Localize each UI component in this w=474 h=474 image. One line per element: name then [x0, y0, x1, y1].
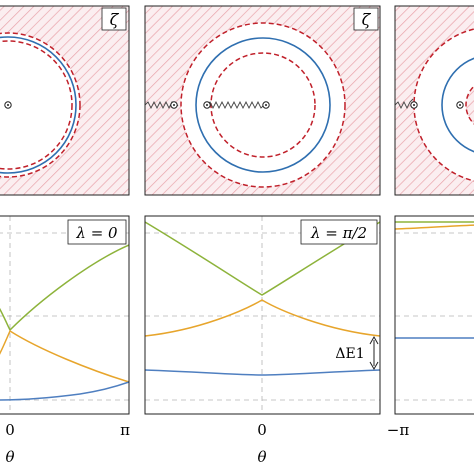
gap-arrow-head-top	[369, 335, 379, 345]
series-line	[145, 369, 380, 376]
branch-point-dot	[459, 104, 461, 106]
red-dashed-circle-inner	[465, 85, 474, 125]
panel-label-box	[353, 7, 379, 31]
red-dashed-circle-outer	[180, 22, 346, 188]
axes-frame	[144, 215, 381, 415]
blue-circle	[441, 57, 474, 153]
blue-circle	[0, 36, 77, 174]
legend-box	[300, 219, 378, 245]
panel-label: ζ	[110, 10, 120, 29]
branch-point-dot	[173, 104, 175, 106]
x-tick-label: 0	[5, 421, 15, 439]
axes-frame	[0, 215, 130, 415]
top-panel-1: ζ	[0, 5, 130, 196]
top-panel-2: ζ	[144, 5, 381, 196]
gap-annotation: ΔE1	[335, 346, 364, 362]
legend-label: λ = π/2	[310, 224, 367, 242]
x-axis-label: θ	[257, 448, 266, 466]
x-tick-label: 0	[257, 421, 267, 439]
top-panel-3	[394, 5, 474, 196]
branch-point-dot	[7, 104, 9, 106]
series-line	[145, 299, 380, 337]
panel-label: ζ	[362, 10, 372, 29]
series-line	[395, 224, 474, 230]
x-axis-label: θ	[5, 448, 14, 466]
branch-cut-left	[395, 98, 414, 110]
series-line	[0, 244, 129, 332]
series-line	[145, 221, 380, 296]
series-line	[0, 381, 129, 401]
legend-box	[67, 219, 127, 245]
bottom-panel-2: λ = π/2 ΔE1 0 θ	[144, 215, 381, 466]
panel-frame	[0, 5, 130, 196]
panel-frame	[144, 5, 381, 196]
axes-frame	[394, 215, 474, 415]
gap-arrow-head-bottom	[369, 361, 379, 371]
branch-cut-right	[206, 100, 265, 110]
legend-label: λ = 0	[75, 224, 118, 242]
blue-circle	[195, 37, 331, 173]
x-tick-label: −π	[387, 421, 410, 439]
x-tick-label: π	[120, 421, 130, 439]
branch-point-dot	[265, 104, 267, 106]
bottom-panel-1: λ = 0 0 π θ	[0, 215, 130, 466]
series-line	[0, 329, 129, 383]
red-dashed-circle-inner	[0, 40, 73, 170]
white-disc	[0, 33, 80, 177]
branch-point-dot	[206, 104, 208, 106]
panel-label-box	[101, 7, 127, 31]
panel-frame	[394, 5, 474, 196]
branch-point-dot	[413, 104, 415, 106]
bottom-panel-3: −π	[387, 215, 474, 439]
red-dashed-circle	[0, 32, 81, 178]
